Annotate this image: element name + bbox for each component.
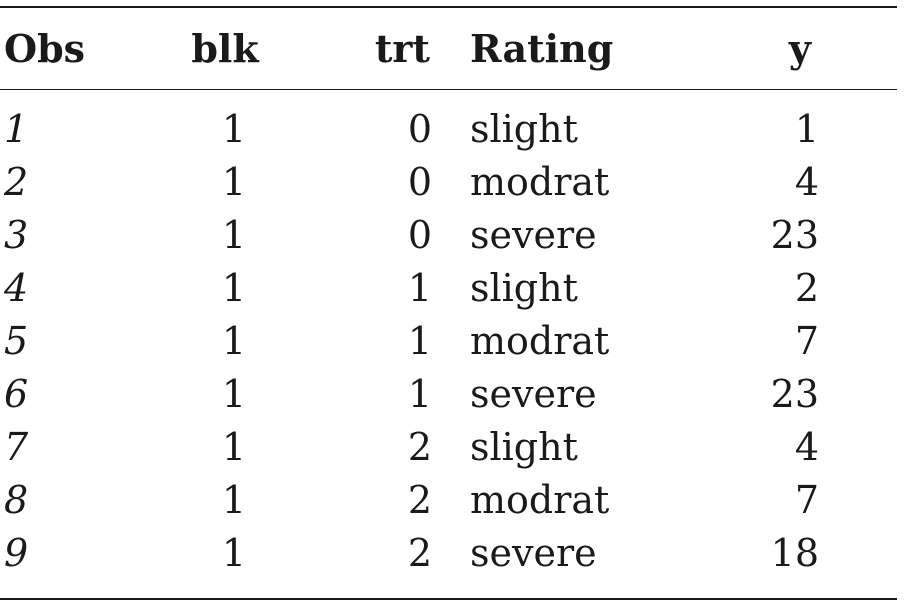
- cell-rating: severe: [470, 531, 597, 575]
- cell-y: 4: [794, 425, 819, 469]
- table-row: 4 1 1 slight 2: [0, 262, 897, 315]
- table-row: 8 1 2 modrat 7: [0, 474, 897, 527]
- table-row: 7 1 2 slight 4: [0, 421, 897, 474]
- table-row: 5 1 1 modrat 7: [0, 315, 897, 368]
- cell-y: 7: [794, 319, 819, 363]
- cell-blk: 1: [221, 266, 246, 310]
- cell-blk: 1: [221, 107, 246, 151]
- cell-rating: modrat: [470, 319, 610, 363]
- cell-trt: 1: [407, 372, 432, 416]
- cell-blk: 1: [221, 478, 246, 522]
- cell-trt: 0: [407, 160, 432, 204]
- cell-trt: 1: [407, 319, 432, 363]
- top-rule: [0, 6, 897, 8]
- bottom-rule: [0, 598, 897, 600]
- cell-blk: 1: [221, 213, 246, 257]
- cell-trt: 1: [407, 266, 432, 310]
- cell-obs: 1: [4, 107, 29, 151]
- cell-y: 1: [794, 107, 819, 151]
- cell-y: 18: [770, 531, 819, 575]
- cell-blk: 1: [221, 531, 246, 575]
- cell-blk: 1: [221, 319, 246, 363]
- cell-trt: 0: [407, 107, 432, 151]
- cell-obs: 7: [4, 425, 29, 469]
- cell-obs: 3: [4, 213, 29, 257]
- cell-rating: slight: [470, 107, 578, 151]
- column-header-rating: Rating: [470, 26, 614, 71]
- cell-y: 4: [794, 160, 819, 204]
- column-header-obs: Obs: [4, 26, 86, 71]
- table-row: 2 1 0 modrat 4: [0, 156, 897, 209]
- cell-rating: modrat: [470, 160, 610, 204]
- cell-rating: modrat: [470, 478, 610, 522]
- header-row: Obs blk trt Rating y: [0, 8, 897, 89]
- cell-rating: slight: [470, 266, 578, 310]
- cell-y: 7: [794, 478, 819, 522]
- cell-rating: slight: [470, 425, 578, 469]
- cell-trt: 2: [407, 478, 432, 522]
- cell-obs: 8: [4, 478, 29, 522]
- cell-y: 2: [794, 266, 819, 310]
- cell-trt: 2: [407, 425, 432, 469]
- cell-blk: 1: [221, 372, 246, 416]
- cell-y: 23: [770, 213, 819, 257]
- column-header-y: y: [788, 26, 811, 71]
- cell-obs: 2: [4, 160, 29, 204]
- cell-blk: 1: [221, 160, 246, 204]
- cell-obs: 5: [4, 319, 29, 363]
- cell-rating: severe: [470, 372, 597, 416]
- cell-trt: 2: [407, 531, 432, 575]
- header-rule: [0, 89, 897, 90]
- cell-obs: 6: [4, 372, 29, 416]
- table-row: 9 1 2 severe 18: [0, 527, 897, 580]
- cell-obs: 9: [4, 531, 29, 575]
- table-row: 1 1 0 slight 1: [0, 89, 897, 156]
- column-header-blk: blk: [191, 26, 259, 71]
- cell-trt: 0: [407, 213, 432, 257]
- cell-blk: 1: [221, 425, 246, 469]
- table-row: 3 1 0 severe 23: [0, 209, 897, 262]
- table-header: Obs blk trt Rating y: [0, 8, 897, 89]
- column-header-trt: trt: [374, 26, 430, 71]
- table-row: 6 1 1 severe 23: [0, 368, 897, 421]
- observations-table: Obs blk trt Rating y 1 1 0 slight 1 2 1 …: [0, 8, 897, 580]
- cell-obs: 4: [4, 266, 29, 310]
- cell-y: 23: [770, 372, 819, 416]
- table-body: 1 1 0 slight 1 2 1 0 modrat 4 3 1 0 seve…: [0, 89, 897, 580]
- cell-rating: severe: [470, 213, 597, 257]
